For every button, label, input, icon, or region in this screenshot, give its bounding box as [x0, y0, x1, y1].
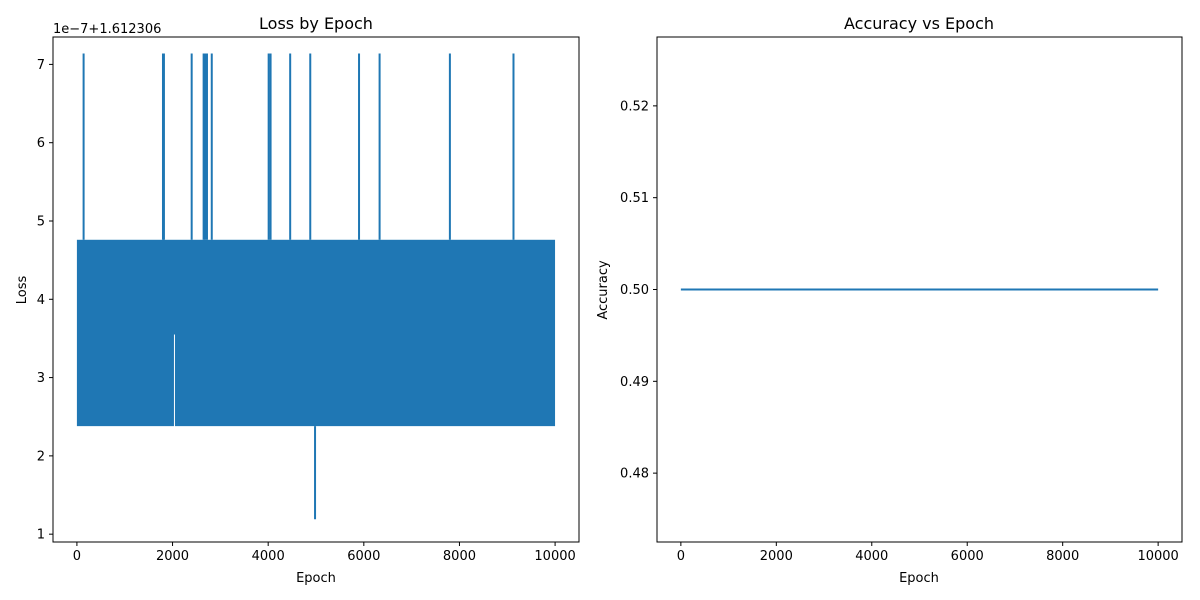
x-tick-label: 2000: [156, 549, 189, 564]
loss-x-axis-label: Epoch: [296, 571, 336, 586]
loss-plot-area: [76, 53, 556, 520]
loss-axes-frame: [52, 36, 580, 543]
x-tick-label: 0: [677, 549, 685, 564]
accuracy-y-axis-label: Accuracy: [596, 260, 611, 320]
y-tick-label: 0.50: [620, 283, 649, 298]
loss-x-axis-ticks: 0 2000 4000 6000 8000 10000: [73, 542, 576, 564]
loss-series-band: [76, 239, 556, 427]
accuracy-chart-title: Accuracy vs Epoch: [844, 14, 994, 33]
accuracy-y-axis-ticks: 0.48 0.49 0.50 0.51 0.52: [620, 99, 657, 482]
loss-y-axis-label: Loss: [15, 276, 30, 305]
x-tick-label: 10000: [534, 549, 575, 564]
x-tick-label: 8000: [443, 549, 476, 564]
x-tick-label: 6000: [347, 549, 380, 564]
x-tick-label: 10000: [1137, 549, 1178, 564]
y-tick-label: 4: [37, 293, 45, 308]
y-tick-label: 0.48: [620, 467, 649, 482]
loss-y-axis-ticks: 1 2 3 4 5 6 7: [37, 58, 53, 543]
y-tick-label: 2: [37, 449, 45, 464]
y-tick-label: 3: [37, 371, 45, 386]
x-tick-label: 6000: [951, 549, 984, 564]
y-tick-label: 0.51: [620, 191, 649, 206]
x-tick-label: 2000: [760, 549, 793, 564]
y-tick-label: 6: [37, 136, 45, 151]
loss-y-offset-label: 1e−7+1.612306: [53, 22, 161, 37]
y-tick-label: 7: [37, 58, 45, 73]
loss-chart-title: Loss by Epoch: [259, 14, 373, 33]
accuracy-chart-panel: Accuracy vs Epoch 0 2000 4000 6000 8000 10000…: [596, 14, 1183, 586]
y-tick-label: 0.49: [620, 375, 649, 390]
accuracy-x-axis-ticks: 0 2000 4000 6000 8000 10000: [677, 542, 1179, 564]
x-tick-label: 4000: [252, 549, 285, 564]
x-tick-label: 4000: [855, 549, 888, 564]
y-tick-label: 1: [37, 528, 45, 543]
x-tick-label: 8000: [1046, 549, 1079, 564]
accuracy-x-axis-label: Epoch: [899, 571, 939, 586]
y-tick-label: 5: [37, 214, 45, 229]
x-tick-label: 0: [73, 549, 81, 564]
loss-chart-panel: Loss by Epoch 1e−7+1.612306 0 2000 4000 600…: [15, 14, 580, 586]
y-tick-label: 0.52: [620, 99, 649, 114]
accuracy-axes-frame: [656, 36, 1183, 543]
